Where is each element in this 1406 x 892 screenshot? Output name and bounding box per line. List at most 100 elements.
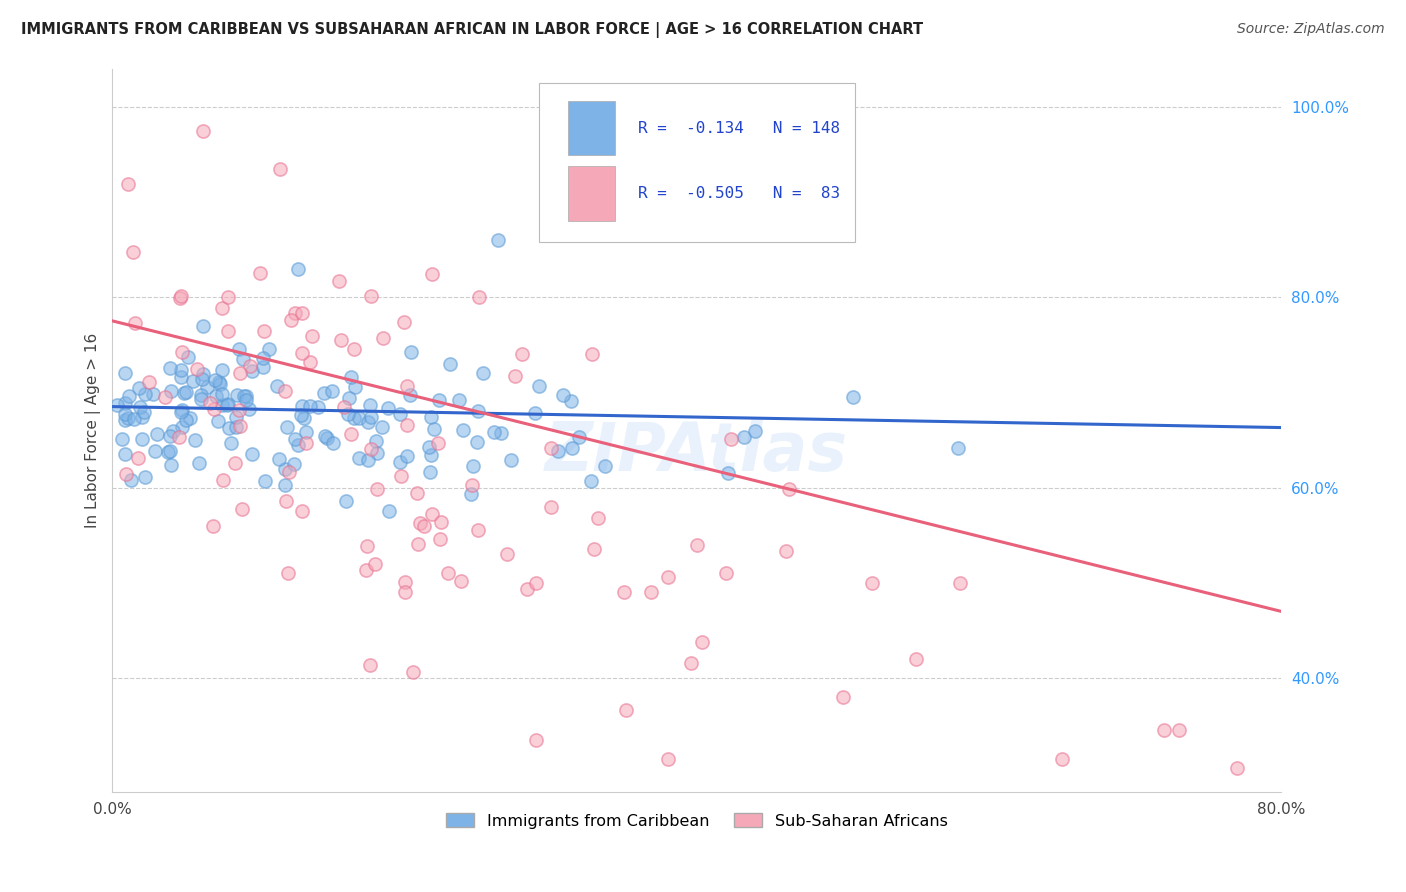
Point xyxy=(366,434,388,448)
Point xyxy=(134,405,156,419)
Point xyxy=(495,547,517,561)
Point xyxy=(540,500,562,514)
Point xyxy=(215,398,238,412)
Point xyxy=(186,362,208,376)
Point xyxy=(204,389,226,403)
Point xyxy=(547,443,569,458)
Point xyxy=(134,387,156,401)
Point xyxy=(561,441,583,455)
Point xyxy=(408,537,430,551)
Point xyxy=(114,467,136,482)
Point xyxy=(111,432,134,446)
Point xyxy=(482,425,505,439)
Point xyxy=(733,430,755,444)
Point xyxy=(145,426,167,441)
Point xyxy=(330,333,353,347)
Point xyxy=(179,411,201,425)
Point xyxy=(339,427,361,442)
Point xyxy=(170,289,193,303)
Point xyxy=(240,364,263,378)
Point xyxy=(211,399,233,413)
Point xyxy=(412,518,434,533)
Point xyxy=(202,402,225,417)
Point xyxy=(614,703,637,717)
Point xyxy=(1050,752,1073,766)
Point xyxy=(314,429,336,443)
Point xyxy=(328,274,350,288)
Point xyxy=(322,435,344,450)
Point xyxy=(524,733,547,747)
Point xyxy=(170,405,193,419)
Point xyxy=(170,345,193,359)
Point xyxy=(159,360,181,375)
Point xyxy=(259,343,281,357)
Point xyxy=(157,444,180,458)
Point xyxy=(429,533,451,547)
Point xyxy=(274,462,297,476)
Point xyxy=(439,357,461,371)
Point xyxy=(359,657,381,672)
Point xyxy=(269,161,291,176)
Point xyxy=(170,362,193,376)
Point xyxy=(395,449,418,463)
Point xyxy=(419,409,441,424)
Point xyxy=(364,557,387,571)
Point xyxy=(461,477,484,491)
Point xyxy=(291,346,314,360)
Point xyxy=(114,413,136,427)
Point xyxy=(169,291,191,305)
Point xyxy=(292,411,315,425)
Point xyxy=(343,342,366,356)
Point xyxy=(160,384,183,398)
Point xyxy=(394,585,416,599)
Point xyxy=(239,359,262,373)
Text: IMMIGRANTS FROM CARIBBEAN VS SUBSAHARAN AFRICAN IN LABOR FORCE | AGE > 16 CORREL: IMMIGRANTS FROM CARIBBEAN VS SUBSAHARAN … xyxy=(21,22,924,38)
Point xyxy=(278,465,301,479)
Point xyxy=(422,507,444,521)
Point xyxy=(359,398,381,412)
Point xyxy=(399,345,422,359)
Point xyxy=(717,466,740,480)
Point xyxy=(284,432,307,446)
Point xyxy=(105,398,128,412)
Point xyxy=(540,441,562,455)
Point xyxy=(131,432,153,446)
Point xyxy=(249,266,271,280)
Point xyxy=(377,401,399,415)
Point xyxy=(948,442,970,456)
Point xyxy=(499,453,522,467)
Text: Source: ZipAtlas.com: Source: ZipAtlas.com xyxy=(1237,22,1385,37)
Point xyxy=(127,450,149,465)
Point xyxy=(1167,723,1189,738)
FancyBboxPatch shape xyxy=(538,83,855,243)
Point xyxy=(204,373,226,387)
Point xyxy=(114,396,136,410)
Point xyxy=(134,470,156,484)
Point xyxy=(343,411,366,425)
Point xyxy=(299,399,322,413)
Point xyxy=(153,390,176,404)
Point xyxy=(904,652,927,666)
Point xyxy=(398,387,420,401)
Point xyxy=(690,635,713,649)
Point xyxy=(389,407,412,421)
Point xyxy=(114,366,136,380)
Point xyxy=(949,575,972,590)
Point xyxy=(290,408,312,422)
Point xyxy=(373,331,395,345)
Point xyxy=(114,447,136,461)
Point xyxy=(419,448,441,462)
Point xyxy=(170,402,193,417)
Text: ZIPAtlas: ZIPAtlas xyxy=(546,419,848,485)
Point xyxy=(321,384,343,398)
Point xyxy=(467,404,489,418)
Point xyxy=(336,407,359,421)
Point xyxy=(451,423,474,437)
Point xyxy=(523,406,546,420)
Point xyxy=(291,305,314,319)
Point xyxy=(460,486,482,500)
Bar xyxy=(568,101,614,155)
Point xyxy=(720,433,742,447)
Text: R =  -0.505   N =  83: R = -0.505 N = 83 xyxy=(638,186,841,202)
Point xyxy=(422,267,444,281)
